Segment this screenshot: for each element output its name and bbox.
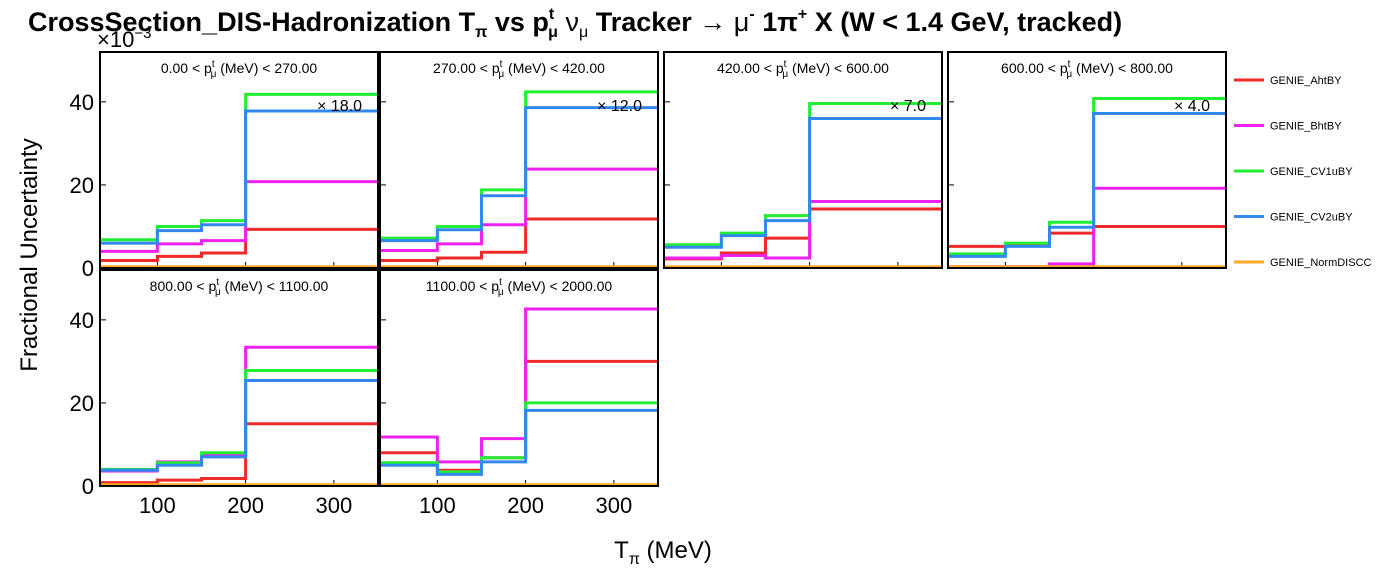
y-tick-label: 0: [82, 256, 94, 281]
panel-frame: [663, 51, 943, 269]
series-line-genie-cv1uby: [100, 92, 378, 242]
series-line-genie-cv1uby: [948, 97, 1226, 256]
x-tick-label: 100: [139, 493, 176, 518]
panel-frame: [379, 269, 659, 487]
series-line-genie-cv2uby: [100, 109, 378, 245]
y-tick-label: 0: [82, 474, 94, 499]
panel-label: 270.00 < pt μ (MeV) < 420.00: [433, 59, 605, 80]
series-line-genie-cv2uby: [380, 106, 658, 243]
legend: GENIE_AhtBY GENIE_BhtBY GENIE_CV1uBY GENIE_…: [1234, 75, 1372, 269]
panel-label: 420.00 < pt μ (MeV) < 600.00: [717, 59, 889, 80]
panel-label: 1100.00 < pt μ (MeV) < 2000.00: [426, 277, 613, 298]
series-line-genie-ahtby: [380, 359, 658, 472]
x-tick-label: 200: [227, 493, 264, 518]
y-tick-label: 40: [70, 90, 94, 115]
panel-frame: [379, 51, 659, 269]
panel-scale-factor: × 4.0: [1174, 98, 1210, 115]
series-line-genie-cv2uby: [948, 111, 1226, 258]
legend-entry: GENIE_AhtBY: [1270, 75, 1342, 87]
y-tick-label: 40: [70, 308, 94, 333]
series-line-genie-cv1uby: [664, 102, 942, 247]
y-tick-label: 20: [70, 391, 94, 416]
panel-3: 420.00 < pt μ (MeV) < 600.00 × 7.0: [663, 51, 943, 269]
x-tick-label: 200: [507, 493, 544, 518]
legend-entry: GENIE_BhtBY: [1270, 121, 1342, 133]
panel-5: 800.00 < pt μ (MeV) < 1100.00: [99, 269, 379, 487]
panel-scale-factor: × 12.0: [597, 98, 642, 115]
panel-scale-factor: × 7.0: [890, 98, 926, 115]
x-axis-label: Tπ (MeV): [614, 537, 712, 568]
panel-2: 270.00 < pt μ (MeV) < 420.00 × 12.0: [379, 51, 659, 269]
panel-frame: [947, 51, 1227, 269]
series-line-genie-ahtby: [100, 227, 378, 263]
panel-label: 600.00 < pt μ (MeV) < 800.00: [1001, 59, 1173, 80]
series-line-genie-ahtby: [948, 224, 1226, 248]
y-axis-label: Fractional Uncertainty: [16, 138, 43, 371]
panel-label: 800.00 < pt μ (MeV) < 1100.00: [150, 277, 329, 298]
panel-4: 600.00 < pt μ (MeV) < 800.00 × 4.0: [947, 51, 1227, 269]
x-tick-label: 100: [419, 493, 456, 518]
panel-label: 0.00 < pt μ (MeV) < 270.00: [161, 59, 318, 80]
panel-scale-factor: × 18.0: [317, 98, 362, 115]
panel-frame: [99, 269, 379, 487]
legend-entry: GENIE_CV1uBY: [1270, 166, 1353, 178]
chart-title: CrossSection_DIS-Hadronization Tπ vs pt μ…: [28, 6, 1122, 41]
series-line-genie-cv2uby: [100, 378, 378, 472]
y-exponent-label: ×10−3: [97, 25, 151, 52]
series-line-genie-cv2uby: [664, 116, 942, 249]
series-line-genie-cv2uby: [380, 408, 658, 476]
y-tick-label: 20: [70, 173, 94, 198]
legend-entry: GENIE_CV2uBY: [1270, 212, 1353, 224]
panel-frame: [99, 51, 379, 269]
x-tick-label: 300: [316, 493, 353, 518]
x-tick-label: 300: [596, 493, 633, 518]
panel-1: 0.00 < pt μ (MeV) < 270.00 × 18.0: [99, 51, 379, 269]
series-line-genie-bhtby: [380, 307, 658, 464]
legend-entry: GENIE_NormDISCC: [1270, 257, 1372, 269]
panel-6: 1100.00 < pt μ (MeV) < 2000.00: [379, 269, 659, 487]
